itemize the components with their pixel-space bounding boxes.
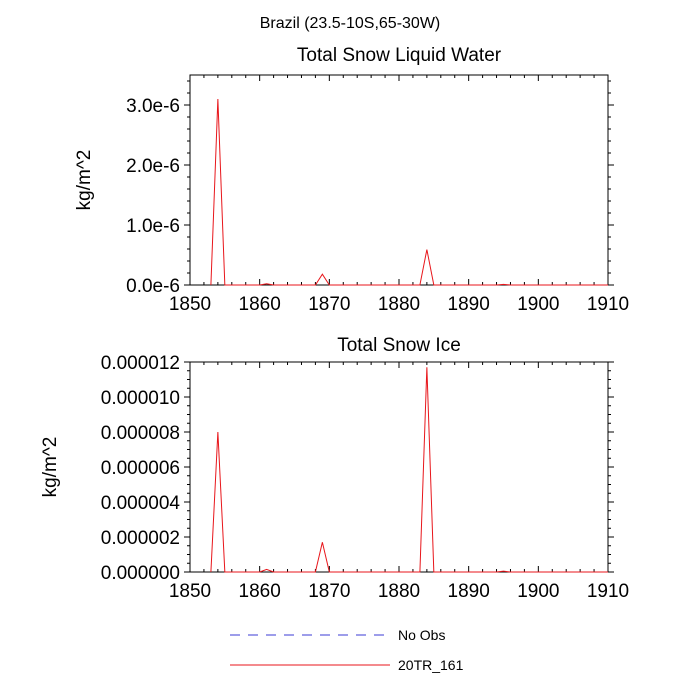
x-tick-label: 1880 <box>378 294 420 315</box>
x-tick-label: 1900 <box>517 294 559 315</box>
plot-title: Total Snow Ice <box>337 335 461 356</box>
x-tick-label: 1900 <box>517 581 559 602</box>
x-tick-label: 1850 <box>169 581 211 602</box>
y-tick-label: 0.000012 <box>101 353 180 374</box>
legend-no-obs-label: No Obs <box>398 627 445 643</box>
x-tick-label: 1910 <box>587 294 629 315</box>
x-tick-label: 1860 <box>239 581 281 602</box>
y-tick-label: 1.0e-6 <box>126 216 180 237</box>
y-tick-label: 0.0e-6 <box>126 276 180 297</box>
x-tick-label: 1870 <box>308 581 350 602</box>
x-tick-label: 1910 <box>587 581 629 602</box>
panel-snow-ice: Total Snow Ice kg/m^2 1850 1860 1870 1880 1890… <box>40 335 629 602</box>
y-axis-label: kg/m^2 <box>40 437 61 498</box>
y-axis-label: kg/m^2 <box>74 150 95 211</box>
plot-frame <box>189 361 609 573</box>
legend-20tr-161-label: 20TR_161 <box>398 657 464 673</box>
y-tick-label: 2.0e-6 <box>126 156 180 177</box>
y-tick-label: 0.000010 <box>101 388 180 409</box>
plot-title: Total Snow Liquid Water <box>297 45 502 66</box>
legend: No Obs 20TR_161 <box>230 627 464 673</box>
y-tick-label: 3.0e-6 <box>126 96 180 117</box>
plot-frame <box>189 74 609 286</box>
x-tick-label: 1890 <box>448 294 490 315</box>
x-tick-label: 1860 <box>239 294 281 315</box>
y-tick-label: 0.000002 <box>101 528 180 549</box>
y-tick-label: 0.000008 <box>101 423 180 444</box>
series-line-20tr-161 <box>210 367 608 573</box>
y-tick-label: 0.000000 <box>101 563 180 584</box>
x-tick-label: 1850 <box>169 294 211 315</box>
y-tick-label: 0.000006 <box>101 458 180 479</box>
figure-title: Brazil (23.5-10S,65-30W) <box>260 15 441 32</box>
x-tick-label: 1880 <box>378 581 420 602</box>
series-line-20tr-161 <box>210 98 608 286</box>
y-tick-label: 0.000004 <box>101 493 181 514</box>
x-tick-label: 1890 <box>448 581 490 602</box>
x-tick-label: 1870 <box>308 294 350 315</box>
panel-snow-liquid-water: Total Snow Liquid Water kg/m^2 1850 1860 187… <box>74 45 629 315</box>
